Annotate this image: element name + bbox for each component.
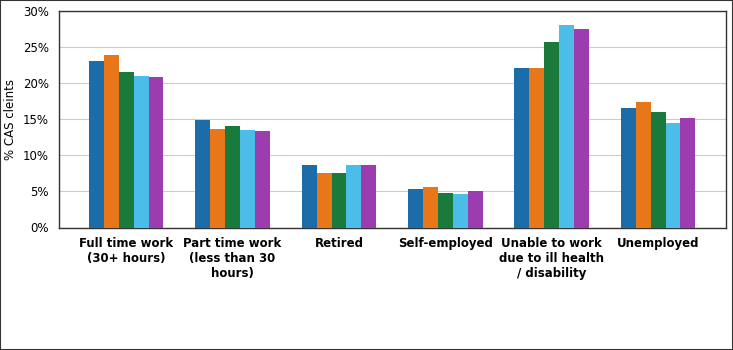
Bar	[149, 77, 163, 228]
Bar	[119, 72, 133, 228]
Bar	[133, 76, 149, 228]
Bar	[361, 165, 376, 228]
Bar	[636, 102, 651, 228]
Bar	[423, 187, 438, 228]
Bar	[255, 131, 270, 228]
Bar	[408, 189, 423, 228]
Bar	[621, 108, 636, 228]
Bar	[515, 68, 529, 228]
Bar	[225, 126, 240, 228]
Bar	[438, 193, 453, 228]
Bar	[468, 191, 482, 228]
Bar	[210, 129, 225, 228]
Bar	[302, 165, 317, 228]
Bar	[104, 55, 119, 228]
Bar	[89, 61, 104, 228]
Bar	[529, 68, 545, 228]
Bar	[240, 130, 255, 228]
Bar	[453, 194, 468, 228]
Bar	[347, 164, 361, 228]
Bar	[651, 112, 666, 228]
Bar	[331, 173, 347, 228]
Y-axis label: % CAS cleints: % CAS cleints	[4, 78, 18, 160]
Bar	[559, 25, 574, 228]
Bar	[680, 118, 696, 228]
Bar	[666, 122, 680, 228]
Legend: 2019/20, 2020/21, 2021/22, 2022/23, 2023/24: 2019/20, 2020/21, 2021/22, 2022/23, 2023…	[189, 346, 595, 350]
Bar	[317, 173, 331, 228]
Bar	[545, 42, 559, 228]
Bar	[195, 120, 210, 228]
Bar	[574, 29, 589, 228]
